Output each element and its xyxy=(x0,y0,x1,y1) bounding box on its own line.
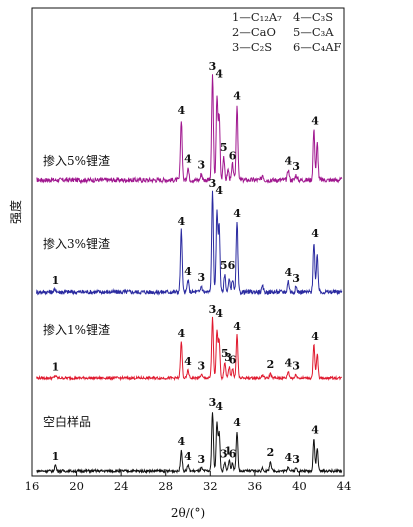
legend-entry: 1—C₁₂A₇ xyxy=(232,10,282,24)
peak-label: 4 xyxy=(311,424,319,437)
legend-entry: 2—CaO xyxy=(232,25,276,39)
series-line xyxy=(36,190,343,296)
peak-label: 3 xyxy=(198,271,206,284)
peak-label: 3 xyxy=(209,396,217,409)
x-tick-label: 28 xyxy=(158,479,173,493)
peak-label: 1 xyxy=(224,445,232,458)
peak-label: 1 xyxy=(52,361,60,374)
peak-label: 3 xyxy=(209,303,217,316)
peak-label: 3 xyxy=(292,359,300,372)
peak-label: 3 xyxy=(209,177,217,190)
x-axis: 16 20 24 28 32 36 40 44 xyxy=(25,471,352,493)
x-axis-label: 2θ/(°) xyxy=(171,506,205,520)
peak-label: 4 xyxy=(215,67,223,80)
peak-label: 4 xyxy=(184,450,192,463)
legend: 1—C₁₂A₇ 2—CaO 3—C₂S 4—C₃S 5—C₃A 6—C₄AF xyxy=(232,10,342,54)
series-line xyxy=(36,74,343,185)
x-tick-label: 40 xyxy=(292,479,307,493)
peak-label: 4 xyxy=(284,155,292,168)
peak-label: 3 xyxy=(292,272,300,285)
peak-label: 4 xyxy=(233,416,241,429)
x-tick-label: 24 xyxy=(114,479,129,493)
peak-label: 2 xyxy=(267,446,275,459)
peak-label: 1 xyxy=(52,450,60,463)
series-label: 空白样品 xyxy=(43,414,91,429)
peak-label: 4 xyxy=(215,307,223,320)
peak-label: 3 xyxy=(209,60,217,73)
peak-label: 3 xyxy=(292,453,300,466)
peak-label: 3 xyxy=(198,159,206,172)
peak-label: 6 xyxy=(229,448,237,461)
peak-label: 6 xyxy=(229,353,237,366)
peak-label: 3 xyxy=(198,359,206,372)
peak-label: 4 xyxy=(177,327,185,340)
legend-entry: 5—C₃A xyxy=(293,25,334,39)
peak-label: 4 xyxy=(177,215,185,228)
peak-label: 4 xyxy=(184,265,192,278)
y-axis-label: 强度 xyxy=(8,200,23,224)
peak-label: 4 xyxy=(233,89,241,102)
peak-label: 6 xyxy=(229,149,237,162)
peak-label: 5 xyxy=(221,347,229,360)
x-tick-label: 36 xyxy=(248,479,263,493)
x-tick-label: 20 xyxy=(69,479,84,493)
legend-entry: 4—C₃S xyxy=(293,10,333,24)
peak-label: 4 xyxy=(284,451,292,464)
peak-label: 6 xyxy=(228,259,236,272)
peak-label: 4 xyxy=(233,320,241,333)
x-tick-label: 44 xyxy=(337,479,352,493)
peak-label: 4 xyxy=(184,152,192,165)
peak-label: 4 xyxy=(284,356,292,369)
traces xyxy=(36,74,343,475)
series-line xyxy=(36,316,342,382)
peak-label: 4 xyxy=(284,266,292,279)
peak-label: 3 xyxy=(198,453,206,466)
peak-label: 4 xyxy=(215,184,223,197)
peak-label: 4 xyxy=(233,207,241,220)
x-tick-label: 16 xyxy=(25,479,40,493)
peak-label: 4 xyxy=(177,435,185,448)
peak-label: 2 xyxy=(267,358,275,371)
series-label: 掺入5%锂渣 xyxy=(43,153,110,168)
peak-label: 5 xyxy=(220,141,228,154)
peak-label: 4 xyxy=(311,115,319,128)
series-label: 掺入1%锂渣 xyxy=(43,322,110,337)
peak-label: 1 xyxy=(52,274,60,287)
peak-label: 3 xyxy=(292,160,300,173)
peak-label: 3 xyxy=(224,351,232,364)
series-labels: 掺入5%锂渣 掺入3%锂渣 掺入1%锂渣 空白样品 xyxy=(43,153,110,429)
x-tick-label: 32 xyxy=(203,479,218,493)
peak-label: 5 xyxy=(220,259,228,272)
peak-label: 4 xyxy=(215,400,223,413)
peak-label: 4 xyxy=(311,227,319,240)
peak-label: 4 xyxy=(311,330,319,343)
legend-entry: 3—C₂S xyxy=(232,40,272,54)
legend-entry: 6—C₄AF xyxy=(293,40,342,54)
plot-frame xyxy=(31,7,345,477)
peak-label: 3 xyxy=(220,448,228,461)
series-line xyxy=(36,412,343,475)
series-label: 掺入3%锂渣 xyxy=(43,236,110,251)
peak-label: 4 xyxy=(177,104,185,117)
peak-label: 4 xyxy=(184,355,192,368)
